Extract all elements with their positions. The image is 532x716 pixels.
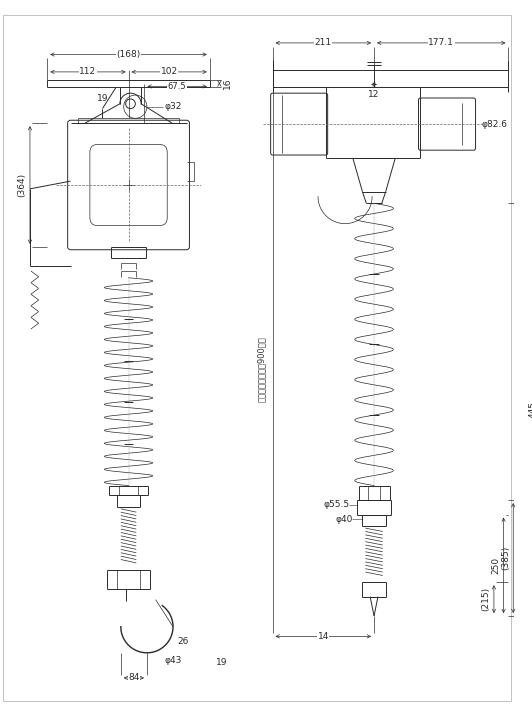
Text: (364): (364) xyxy=(18,173,27,197)
Text: 102: 102 xyxy=(161,67,178,77)
Text: 26: 26 xyxy=(178,637,189,646)
Text: 112: 112 xyxy=(79,67,96,77)
Text: φ43: φ43 xyxy=(164,656,182,665)
Text: 19: 19 xyxy=(97,95,108,104)
Text: φ32: φ32 xyxy=(164,102,182,111)
Text: 211: 211 xyxy=(315,39,332,47)
Text: 445: 445 xyxy=(528,401,532,418)
Text: 250: 250 xyxy=(492,557,500,574)
Text: (168): (168) xyxy=(117,50,140,59)
Text: φ82.6: φ82.6 xyxy=(481,120,508,129)
Text: 84: 84 xyxy=(128,674,139,682)
Text: 67.5: 67.5 xyxy=(168,82,186,91)
Text: 19: 19 xyxy=(215,658,227,667)
Text: 14: 14 xyxy=(318,632,329,641)
Text: 177.1: 177.1 xyxy=(428,39,454,47)
Text: (215): (215) xyxy=(481,587,491,611)
Text: 16: 16 xyxy=(222,78,231,90)
Text: (385): (385) xyxy=(501,546,510,570)
Text: φ55.5: φ55.5 xyxy=(324,500,350,509)
Text: 12: 12 xyxy=(368,90,380,99)
Text: フック間最小距雦900以下: フック間最小距雦900以下 xyxy=(256,337,265,402)
Text: φ40: φ40 xyxy=(335,515,353,524)
